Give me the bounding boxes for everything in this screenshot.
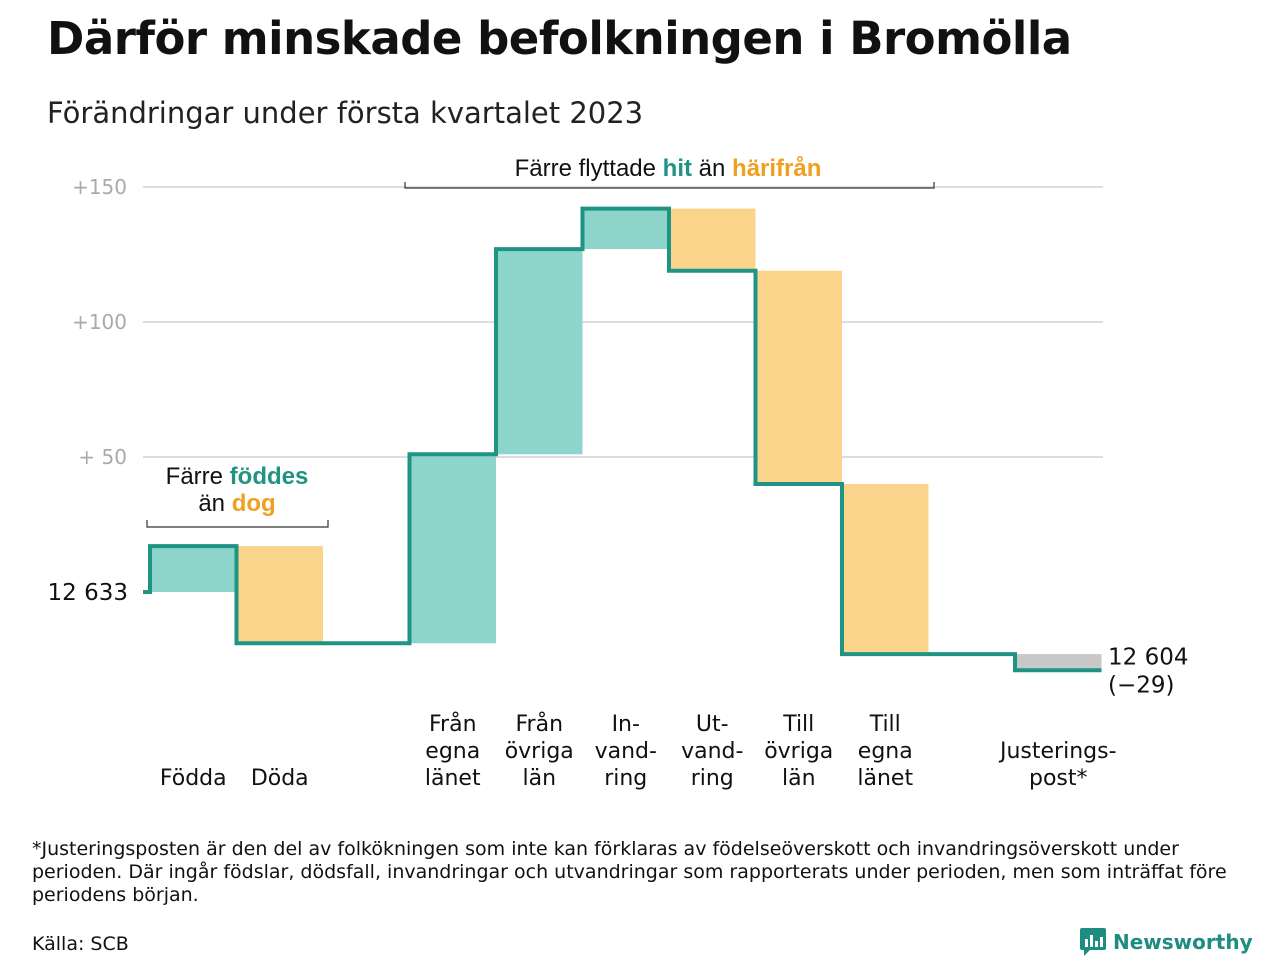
category-label: Döda [251, 766, 309, 791]
category-label: län [782, 766, 816, 791]
annotation-bracket [404, 182, 935, 189]
end-value-label: 12 604 [1108, 644, 1188, 670]
annotation-births-deaths-line2-part: än [198, 490, 231, 517]
source-note: Källa: SCB [32, 933, 129, 955]
category-label: Justerings- [998, 739, 1117, 764]
bar-step [842, 484, 929, 655]
bar-step [582, 208, 669, 250]
bar-step [755, 270, 842, 484]
y-tick-label: +100 [72, 310, 127, 334]
bar-step [409, 454, 496, 644]
annotation-births-deaths-part: Färre [166, 463, 230, 490]
start-value-label: 12 633 [48, 580, 128, 606]
category-label: Till [869, 712, 901, 737]
category-label: länet [425, 766, 481, 791]
bar-step [1015, 654, 1102, 671]
bar-step [236, 546, 323, 644]
bar-step [150, 546, 237, 592]
category-label: post* [1029, 766, 1088, 791]
annotation-migration-part: än [692, 155, 732, 182]
category-label: In- [612, 712, 640, 737]
category-label: vand- [595, 739, 657, 764]
category-label: ring [691, 766, 734, 791]
annotation-births-deaths: Färre föddes [166, 463, 309, 490]
annotation-births-deaths-line2: än dog [198, 490, 275, 517]
category-label: övriga [505, 739, 574, 764]
annotation-births-deaths-part: föddes [230, 463, 309, 490]
annotation-migration-part: härifrån [732, 155, 821, 182]
category-label: egna [425, 739, 480, 764]
bar-step [669, 208, 756, 271]
category-label: övriga [764, 739, 833, 764]
annotation-migration-part: Färre flyttade [515, 155, 663, 182]
annotation-bracket [146, 520, 329, 528]
y-tick-label: +150 [72, 175, 127, 199]
category-label: Födda [160, 766, 227, 791]
category-label: län [522, 766, 556, 791]
category-label: Från [429, 711, 477, 737]
chart-title: Därför minskade befolkningen i Bromölla [47, 12, 1072, 65]
category-label: egna [858, 739, 913, 764]
gridlines [143, 186, 1103, 458]
brand-logo[interactable]: Newsworthy [1080, 928, 1253, 956]
annotation-migration: Färre flyttade hit än härifrån [515, 155, 822, 182]
category-label: ring [604, 766, 647, 791]
newsworthy-logo-icon [1080, 928, 1106, 956]
category-label: Till [782, 712, 814, 737]
step-line [143, 206, 1102, 673]
end-change-label: (−29) [1108, 672, 1174, 698]
category-label: Från [515, 711, 563, 737]
bars [150, 208, 1102, 671]
category-label: Ut- [696, 712, 729, 737]
footnote: *Justeringsposten är den del av folkökni… [32, 838, 1227, 906]
brand-name: Newsworthy [1113, 930, 1253, 954]
chart-subtitle: Förändringar under första kvartalet 2023 [47, 96, 644, 130]
y-tick-label: + 50 [78, 445, 127, 469]
category-label: länet [857, 766, 913, 791]
step-line-layer [143, 206, 1102, 673]
category-label: vand- [681, 739, 743, 764]
annotation-migration-part: hit [663, 155, 692, 182]
annotation-births-deaths-line2-part: dog [232, 490, 276, 517]
bar-step [496, 249, 583, 455]
